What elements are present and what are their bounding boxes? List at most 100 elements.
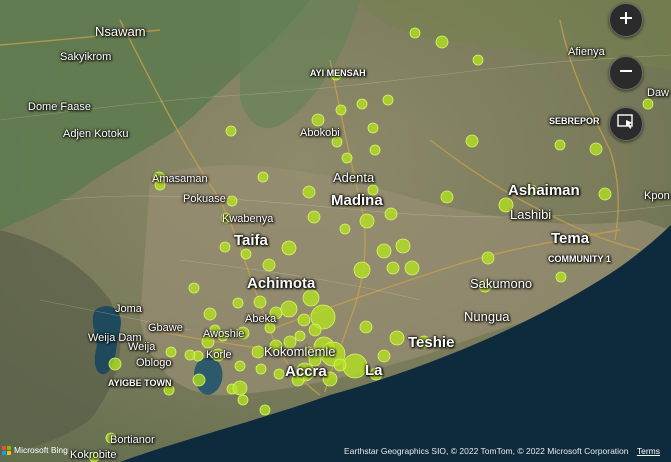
location-marker[interactable] — [359, 320, 373, 334]
location-marker[interactable] — [253, 295, 267, 309]
location-marker[interactable] — [257, 171, 269, 183]
location-marker[interactable] — [209, 324, 221, 336]
location-marker[interactable] — [264, 322, 276, 334]
location-marker[interactable] — [280, 300, 298, 318]
location-marker[interactable] — [226, 195, 238, 207]
location-marker[interactable] — [269, 339, 283, 353]
location-marker[interactable] — [259, 404, 271, 416]
location-marker[interactable] — [359, 213, 375, 229]
location-marker[interactable] — [308, 353, 322, 367]
location-marker[interactable] — [404, 260, 420, 276]
location-marker[interactable] — [642, 98, 654, 110]
location-marker[interactable] — [330, 69, 342, 81]
place-label-kpon: Kpon — [644, 190, 670, 202]
location-marker[interactable] — [472, 54, 484, 66]
location-marker[interactable] — [465, 134, 479, 148]
location-marker[interactable] — [303, 346, 315, 358]
place-label-adenta: Adenta — [333, 170, 375, 185]
location-marker[interactable] — [367, 184, 379, 196]
location-marker[interactable] — [384, 207, 398, 221]
location-marker[interactable] — [598, 187, 612, 201]
selection-tool-button[interactable] — [609, 107, 643, 141]
location-marker[interactable] — [395, 238, 411, 254]
location-marker[interactable] — [108, 357, 122, 371]
location-marker[interactable] — [192, 373, 206, 387]
location-marker[interactable] — [356, 98, 368, 110]
location-marker[interactable] — [369, 367, 383, 381]
location-marker[interactable] — [294, 330, 306, 342]
location-marker[interactable] — [88, 451, 100, 462]
location-marker[interactable] — [369, 144, 381, 156]
place-label-amasaman: Amasaman — [152, 173, 208, 185]
place-label-sakumono: Sakumono — [470, 276, 533, 291]
location-marker[interactable] — [339, 223, 351, 235]
location-marker[interactable] — [554, 139, 566, 151]
location-marker[interactable] — [307, 210, 321, 224]
location-marker[interactable] — [417, 335, 431, 349]
location-marker[interactable] — [555, 271, 567, 283]
location-marker[interactable] — [478, 279, 492, 293]
zoom-out-button[interactable] — [609, 56, 643, 90]
location-marker[interactable] — [232, 380, 248, 396]
location-marker[interactable] — [291, 373, 305, 387]
location-marker[interactable] — [237, 394, 249, 406]
place-label-community-1: COMMUNITY 1 — [548, 254, 611, 264]
location-marker[interactable] — [232, 297, 244, 309]
location-marker[interactable] — [386, 261, 400, 275]
location-marker[interactable] — [251, 345, 265, 359]
location-marker[interactable] — [188, 282, 200, 294]
location-marker[interactable] — [589, 142, 603, 156]
location-marker[interactable] — [311, 113, 325, 127]
place-label-awoshie: Awoshie — [203, 328, 245, 340]
location-marker[interactable] — [389, 330, 405, 346]
location-marker[interactable] — [498, 197, 514, 213]
terms-link[interactable]: Terms — [636, 446, 661, 456]
location-marker[interactable] — [297, 313, 311, 327]
location-marker[interactable] — [225, 125, 237, 137]
location-marker[interactable] — [255, 363, 267, 375]
location-marker[interactable] — [220, 212, 232, 224]
location-marker[interactable] — [281, 240, 297, 256]
location-marker[interactable] — [367, 122, 379, 134]
location-marker[interactable] — [154, 179, 166, 191]
location-marker[interactable] — [234, 360, 246, 372]
location-marker[interactable] — [481, 251, 495, 265]
location-marker[interactable] — [262, 258, 276, 272]
location-marker[interactable] — [377, 349, 391, 363]
location-marker[interactable] — [342, 353, 368, 379]
location-marker[interactable] — [217, 330, 229, 342]
location-marker[interactable] — [376, 243, 392, 259]
location-marker[interactable] — [310, 304, 336, 330]
location-marker[interactable] — [219, 241, 231, 253]
location-marker[interactable] — [341, 152, 353, 164]
location-marker[interactable] — [333, 358, 347, 372]
location-marker[interactable] — [331, 136, 343, 148]
location-marker[interactable] — [163, 384, 175, 396]
location-marker[interactable] — [353, 261, 371, 279]
location-marker[interactable] — [335, 104, 347, 116]
location-marker[interactable] — [273, 368, 285, 380]
location-marker[interactable] — [308, 323, 322, 337]
location-marker[interactable] — [409, 27, 421, 39]
location-marker[interactable] — [302, 289, 320, 307]
location-marker[interactable] — [201, 335, 215, 349]
location-marker[interactable] — [283, 335, 297, 349]
location-marker[interactable] — [440, 190, 454, 204]
location-marker[interactable] — [322, 371, 338, 387]
place-label-adjen-kotoku: Adjen Kotoku — [63, 128, 129, 140]
location-marker[interactable] — [203, 307, 217, 321]
location-marker[interactable] — [302, 185, 316, 199]
location-marker[interactable] — [382, 94, 394, 106]
location-marker[interactable] — [184, 349, 196, 361]
location-marker[interactable] — [435, 35, 449, 49]
location-marker[interactable] — [240, 248, 252, 260]
location-marker[interactable] — [105, 432, 117, 444]
location-marker[interactable] — [211, 348, 225, 362]
location-marker[interactable] — [236, 326, 250, 340]
place-label-weija-dam: Weija Dam — [88, 332, 142, 344]
location-marker[interactable] — [165, 346, 177, 358]
zoom-in-button[interactable] — [609, 3, 643, 37]
place-label-tema: Tema — [551, 230, 590, 247]
location-marker[interactable] — [526, 184, 538, 196]
